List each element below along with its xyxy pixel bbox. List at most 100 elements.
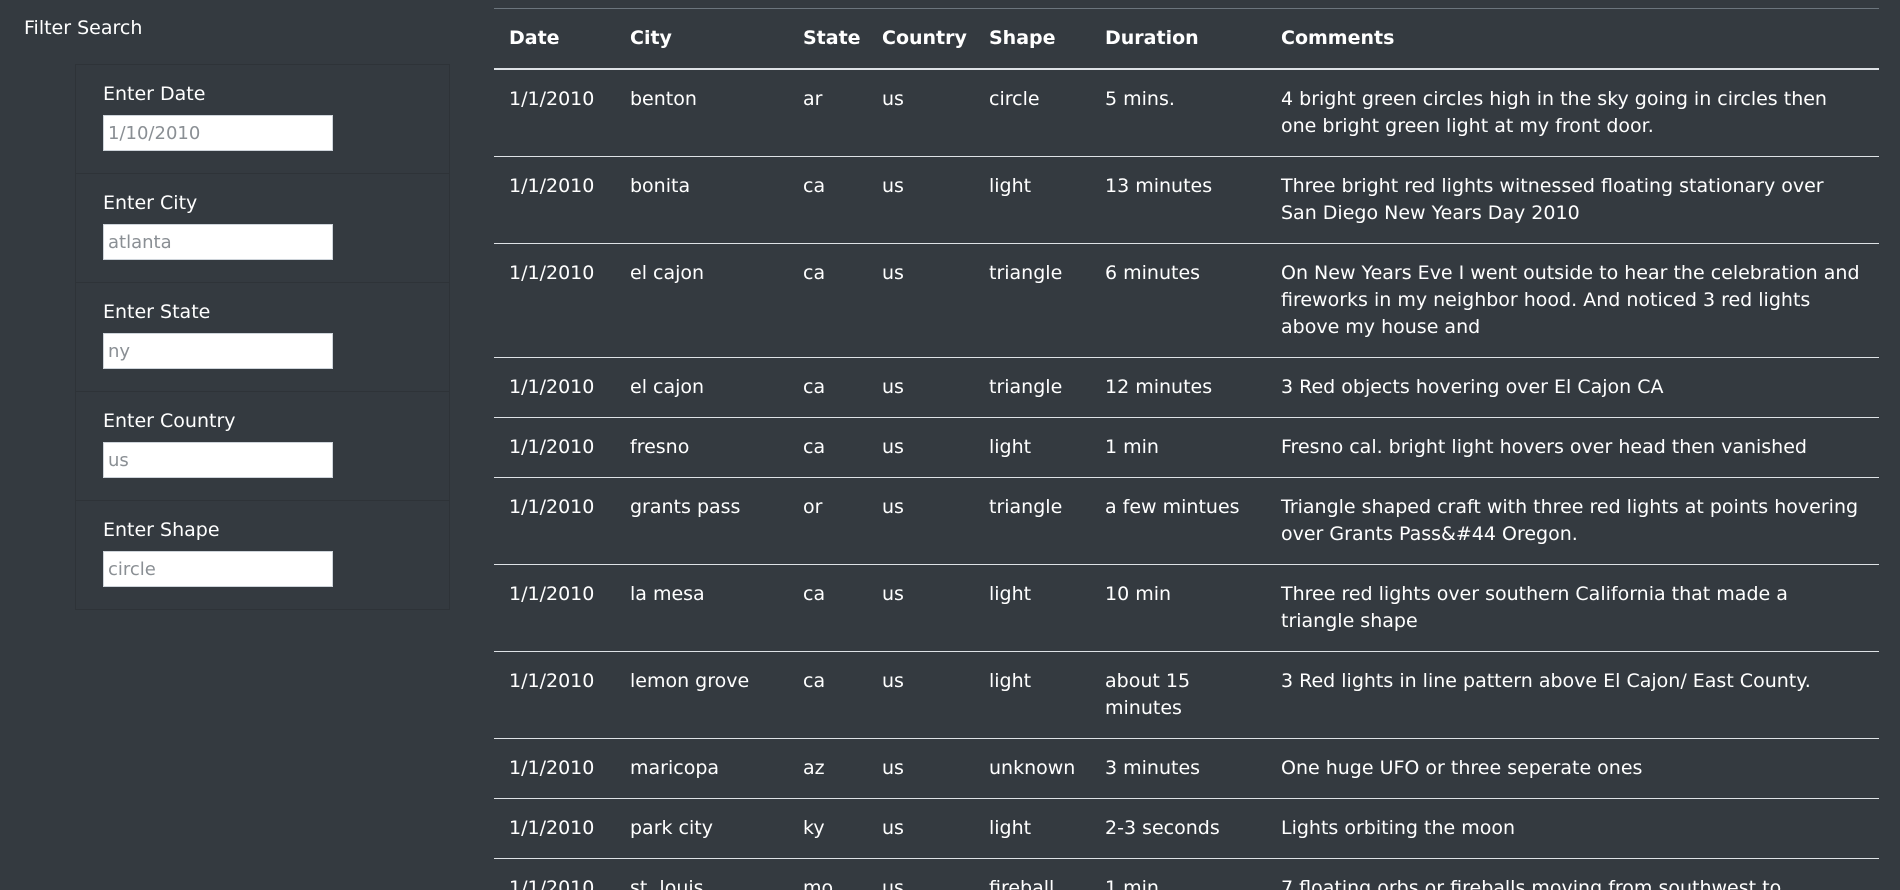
table-cell: benton (615, 69, 788, 157)
table-cell: ca (788, 564, 867, 652)
table-cell: Three red lights over southern Californi… (1266, 564, 1879, 652)
table-cell: ca (788, 417, 867, 478)
column-header: Country (867, 8, 974, 70)
filter-input[interactable] (103, 442, 333, 478)
table-head: Date City State Country Shape Duration Comment… (494, 8, 1879, 70)
table-row: 1/1/2010 bonita ca us light 13 minutes Three b… (494, 156, 1879, 244)
table-cell: 1/1/2010 (494, 69, 615, 157)
table-cell: ar (788, 69, 867, 157)
table-cell: Three bright red lights witnessed floati… (1266, 156, 1879, 244)
table-cell: us (867, 156, 974, 244)
table-row: 1/1/2010 park city ky us light 2-3 seconds Lig… (494, 798, 1879, 859)
sidebar-title: Filter Search (24, 17, 143, 39)
table-cell: 6 minutes (1090, 243, 1266, 358)
table-cell: triangle (974, 357, 1090, 418)
filter-label: Enter Country (103, 410, 236, 432)
table-cell: mo (788, 858, 867, 890)
table-cell: 10 min (1090, 564, 1266, 652)
table-cell: us (867, 651, 974, 739)
table-cell: la mesa (615, 564, 788, 652)
table-cell: 1/1/2010 (494, 417, 615, 478)
table-cell: us (867, 738, 974, 799)
filter-label: Enter Date (103, 83, 206, 105)
table-cell: el cajon (615, 357, 788, 418)
table-cell: circle (974, 69, 1090, 157)
filter-input[interactable] (103, 224, 333, 260)
table-cell: us (867, 69, 974, 157)
table-cell: a few mintues (1090, 477, 1266, 565)
table-cell: light (974, 651, 1090, 739)
filter-input[interactable] (103, 115, 333, 151)
table-cell: light (974, 417, 1090, 478)
table-container: Date City State Country Shape Duration Comment… (494, 8, 1879, 890)
table-row: 1/1/2010 lemon grove ca us light about 15 min… (494, 651, 1879, 739)
table-cell: 2-3 seconds (1090, 798, 1266, 859)
table-cell: light (974, 564, 1090, 652)
filter-group: Enter Country (76, 392, 449, 501)
column-header: Shape (974, 8, 1090, 70)
column-header: Comments (1266, 8, 1879, 70)
table-cell: 1/1/2010 (494, 738, 615, 799)
table-cell: Fresno cal. bright light hovers over hea… (1266, 417, 1879, 478)
table-cell: 1/1/2010 (494, 243, 615, 358)
table-cell: or (788, 477, 867, 565)
column-header: City (615, 8, 788, 70)
table-row: 1/1/2010 st. louis mo us fireball 1 min 7 floa… (494, 858, 1879, 890)
table-cell: ca (788, 156, 867, 244)
column-header: Duration (1090, 8, 1266, 70)
table-cell: 4 bright green circles high in the sky g… (1266, 69, 1879, 157)
table-cell: ky (788, 798, 867, 859)
header-row: Date City State Country Shape Duration Comment… (494, 8, 1879, 70)
table-cell: ca (788, 651, 867, 739)
table-cell: One huge UFO or three seperate ones (1266, 738, 1879, 799)
table-cell: ca (788, 357, 867, 418)
table-cell: 1 min (1090, 858, 1266, 890)
filter-label: Enter Shape (103, 519, 220, 541)
filter-panel: Enter Date Enter City Enter State Enter Cou… (75, 64, 450, 610)
filter-group: Enter State (76, 283, 449, 392)
table-cell: us (867, 417, 974, 478)
table-cell: fireball (974, 858, 1090, 890)
table-cell: 3 minutes (1090, 738, 1266, 799)
table-cell: grants pass (615, 477, 788, 565)
table-cell: us (867, 858, 974, 890)
table-row: 1/1/2010 el cajon ca us triangle 6 minutes On … (494, 243, 1879, 358)
table-cell: ca (788, 243, 867, 358)
table-cell: fresno (615, 417, 788, 478)
table-cell: 3 Red lights in line pattern above El Ca… (1266, 651, 1879, 739)
table-row: 1/1/2010 grants pass or us triangle a few min… (494, 477, 1879, 565)
filter-input[interactable] (103, 333, 333, 369)
column-header: Date (494, 8, 615, 70)
sightings-table: Date City State Country Shape Duration Comment… (494, 8, 1879, 890)
table-cell: st. louis (615, 858, 788, 890)
filter-group: Enter Date (76, 65, 449, 174)
filter-group: Enter City (76, 174, 449, 283)
table-cell: us (867, 357, 974, 418)
table-cell: triangle (974, 243, 1090, 358)
table-cell: 3 Red objects hovering over El Cajon CA (1266, 357, 1879, 418)
table-row: 1/1/2010 fresno ca us light 1 min Fresno cal. … (494, 417, 1879, 478)
table-cell: unknown (974, 738, 1090, 799)
table-cell: bonita (615, 156, 788, 244)
table-cell: park city (615, 798, 788, 859)
table-cell: 1/1/2010 (494, 357, 615, 418)
table-cell: 1 min (1090, 417, 1266, 478)
table-cell: 13 minutes (1090, 156, 1266, 244)
filter-input[interactable] (103, 551, 333, 587)
table-cell: el cajon (615, 243, 788, 358)
filter-group: Enter Shape (76, 501, 449, 609)
table-cell: lemon grove (615, 651, 788, 739)
table-cell: light (974, 156, 1090, 244)
table-cell: 1/1/2010 (494, 156, 615, 244)
table-cell: 1/1/2010 (494, 477, 615, 565)
table-cell: 7 floating orbs or fireballs moving from… (1266, 858, 1879, 890)
table-cell: 5 mins. (1090, 69, 1266, 157)
table-cell: On New Years Eve I went outside to hear … (1266, 243, 1879, 358)
table-cell: us (867, 477, 974, 565)
table-cell: light (974, 798, 1090, 859)
table-cell: us (867, 798, 974, 859)
table-cell: about 15 minutes (1090, 651, 1266, 739)
table-row: 1/1/2010 benton ar us circle 5 mins. 4 bright … (494, 69, 1879, 157)
filter-label: Enter City (103, 192, 198, 214)
